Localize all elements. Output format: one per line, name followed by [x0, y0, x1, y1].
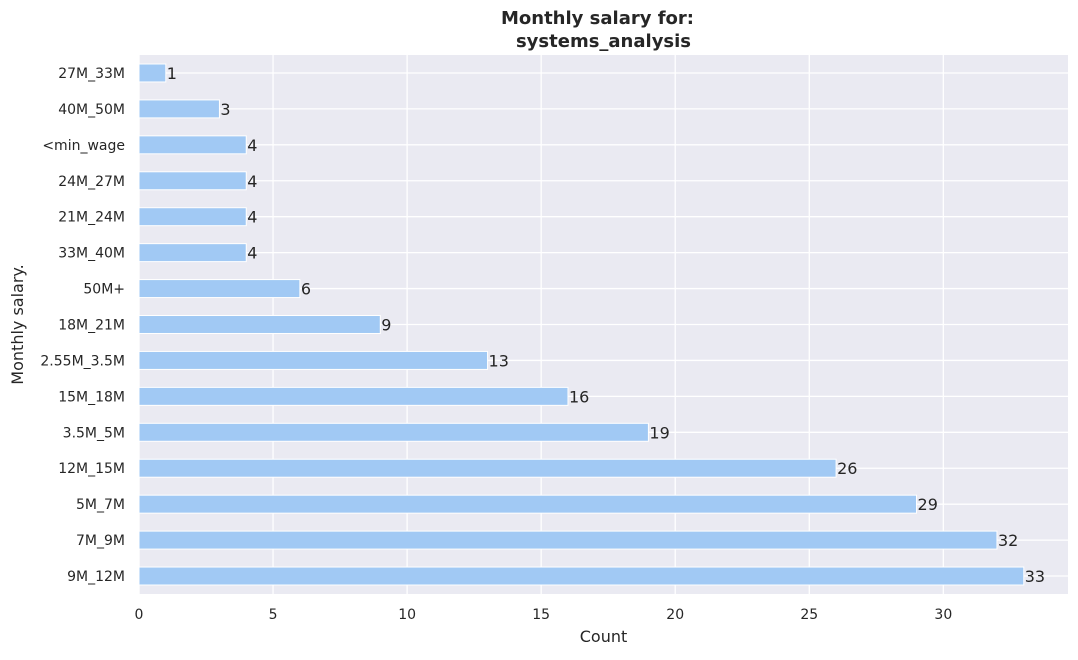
y-tick-label: 24M_27M: [58, 174, 125, 190]
bar-value-label: 29: [918, 495, 938, 514]
x-tick-label: 30: [934, 607, 952, 623]
bar-value-label: 16: [569, 387, 589, 406]
y-tick-label: 50M+: [83, 282, 125, 298]
y-tick-label: 18M_21M: [58, 318, 125, 334]
x-tick-labels: 0 5 10 15 20 25 30: [135, 607, 953, 623]
y-axis-label: Monthly salary.: [8, 264, 27, 384]
x-axis-label: Count: [580, 627, 628, 646]
y-tick-label: 40M_50M: [58, 102, 125, 118]
bar: [138, 494, 918, 514]
bar: [138, 350, 489, 370]
y-tick-label: 21M_24M: [58, 210, 125, 226]
bar: [138, 315, 381, 334]
bar: [138, 530, 998, 550]
x-tick-label: 10: [398, 607, 416, 623]
bar-value-label: 1: [167, 64, 177, 83]
y-tick-label: <min_wage: [42, 138, 125, 154]
bar-value-label: 13: [489, 351, 509, 370]
bar-value-label: 4: [247, 244, 257, 263]
y-tick-label: 3.5M_5M: [63, 425, 125, 441]
bar: [138, 386, 569, 406]
y-tick-label: 5M_7M: [76, 497, 125, 513]
bar-value-label: 26: [837, 459, 857, 478]
bars-group: [138, 63, 1025, 586]
y-tick-label: 15M_18M: [58, 389, 125, 405]
bar: [138, 171, 247, 191]
x-tick-label: 0: [135, 607, 144, 623]
bar: [138, 243, 247, 263]
y-tick-labels: 27M_33M 40M_50M <min_wage 24M_27M 21M_24M 33M…: [40, 66, 125, 585]
x-tick-label: 25: [800, 607, 818, 623]
x-tick-label: 20: [666, 607, 684, 623]
x-tick-label: 5: [269, 607, 278, 623]
y-tick-label: 2.55M_3.5M: [40, 353, 125, 369]
bar-value-label: 33: [1025, 567, 1045, 586]
bar-value-label: 6: [301, 280, 311, 299]
bar-value-label: 32: [998, 531, 1018, 550]
bar: [138, 422, 649, 442]
y-tick-label: 12M_15M: [58, 461, 125, 477]
bar-value-label: 4: [247, 208, 257, 227]
chart-title-line1: Monthly salary for:: [501, 8, 694, 29]
bar: [138, 63, 167, 83]
bar-value-label: 19: [649, 423, 669, 442]
bar: [138, 279, 301, 299]
bar: [138, 99, 220, 119]
bar: [138, 458, 837, 478]
y-tick-label: 33M_40M: [58, 246, 125, 262]
bar-value-label: 3: [220, 100, 230, 119]
bar-value-label: 4: [247, 136, 257, 155]
bar: [138, 135, 247, 155]
bar-value-label: 4: [247, 172, 257, 191]
bar: [138, 566, 1025, 586]
y-tick-label: 9M_12M: [67, 569, 125, 585]
bar: [138, 207, 247, 227]
y-tick-label: 7M_9M: [76, 533, 125, 549]
x-tick-label: 15: [532, 607, 550, 623]
y-tick-label: 27M_33M: [58, 66, 125, 82]
bar-value-label: 9: [381, 316, 391, 335]
chart-title-line2: systems_analysis: [516, 31, 691, 52]
